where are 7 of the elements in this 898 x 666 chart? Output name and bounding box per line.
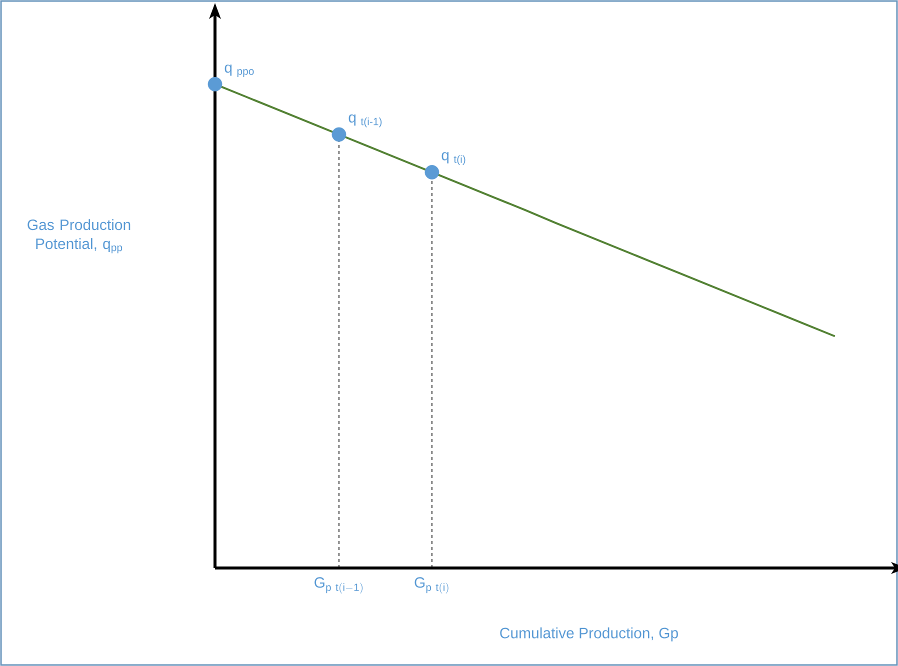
y-axis-title: Gas Production Potential, q$_{pp}$ — [28, 219, 130, 254]
annotation: q $_{t(i)}$ — [442, 152, 466, 166]
x-tick-label: $\mathrm{G}_{\mathrm{p\ t(i-1)}}$ — [314, 577, 363, 594]
x-tick-label: $\mathrm{G}_{\mathrm{p\ t(i)}}$ — [414, 577, 448, 594]
annotation: q $_{t(i-1)}$ — [348, 114, 382, 128]
x-axis-title: Cumulative Production, Gp — [500, 627, 678, 642]
text: q $_{ppo}$ — [224, 64, 254, 77]
